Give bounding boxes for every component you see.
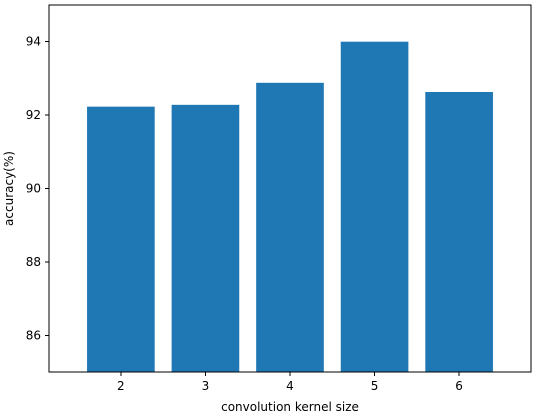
x-tick-label: 5 [371, 379, 379, 393]
y-tick-label: 90 [26, 182, 41, 196]
y-tick-label: 94 [26, 35, 41, 49]
axes-frame [48, 4, 532, 373]
bar-2 [87, 106, 155, 372]
x-axis-title: convolution kernel size [221, 400, 359, 414]
y-tick-label: 88 [26, 255, 41, 269]
x-tick-label: 4 [286, 379, 294, 393]
x-tick-label: 2 [117, 379, 125, 393]
x-axis-ticks: 2 3 4 5 6 [117, 372, 463, 393]
y-tick-label: 86 [26, 328, 41, 342]
bars-group [87, 41, 493, 372]
x-tick-label: 6 [455, 379, 463, 393]
y-axis-title: accuracy(%) [2, 151, 16, 226]
bar-6 [425, 91, 493, 372]
x-tick-label: 3 [202, 379, 210, 393]
bar-4 [256, 82, 324, 372]
y-tick-label: 92 [26, 108, 41, 122]
y-axis-ticks: 86 88 90 92 94 [26, 35, 49, 342]
bar-3 [171, 104, 240, 372]
bar-5 [340, 41, 409, 372]
